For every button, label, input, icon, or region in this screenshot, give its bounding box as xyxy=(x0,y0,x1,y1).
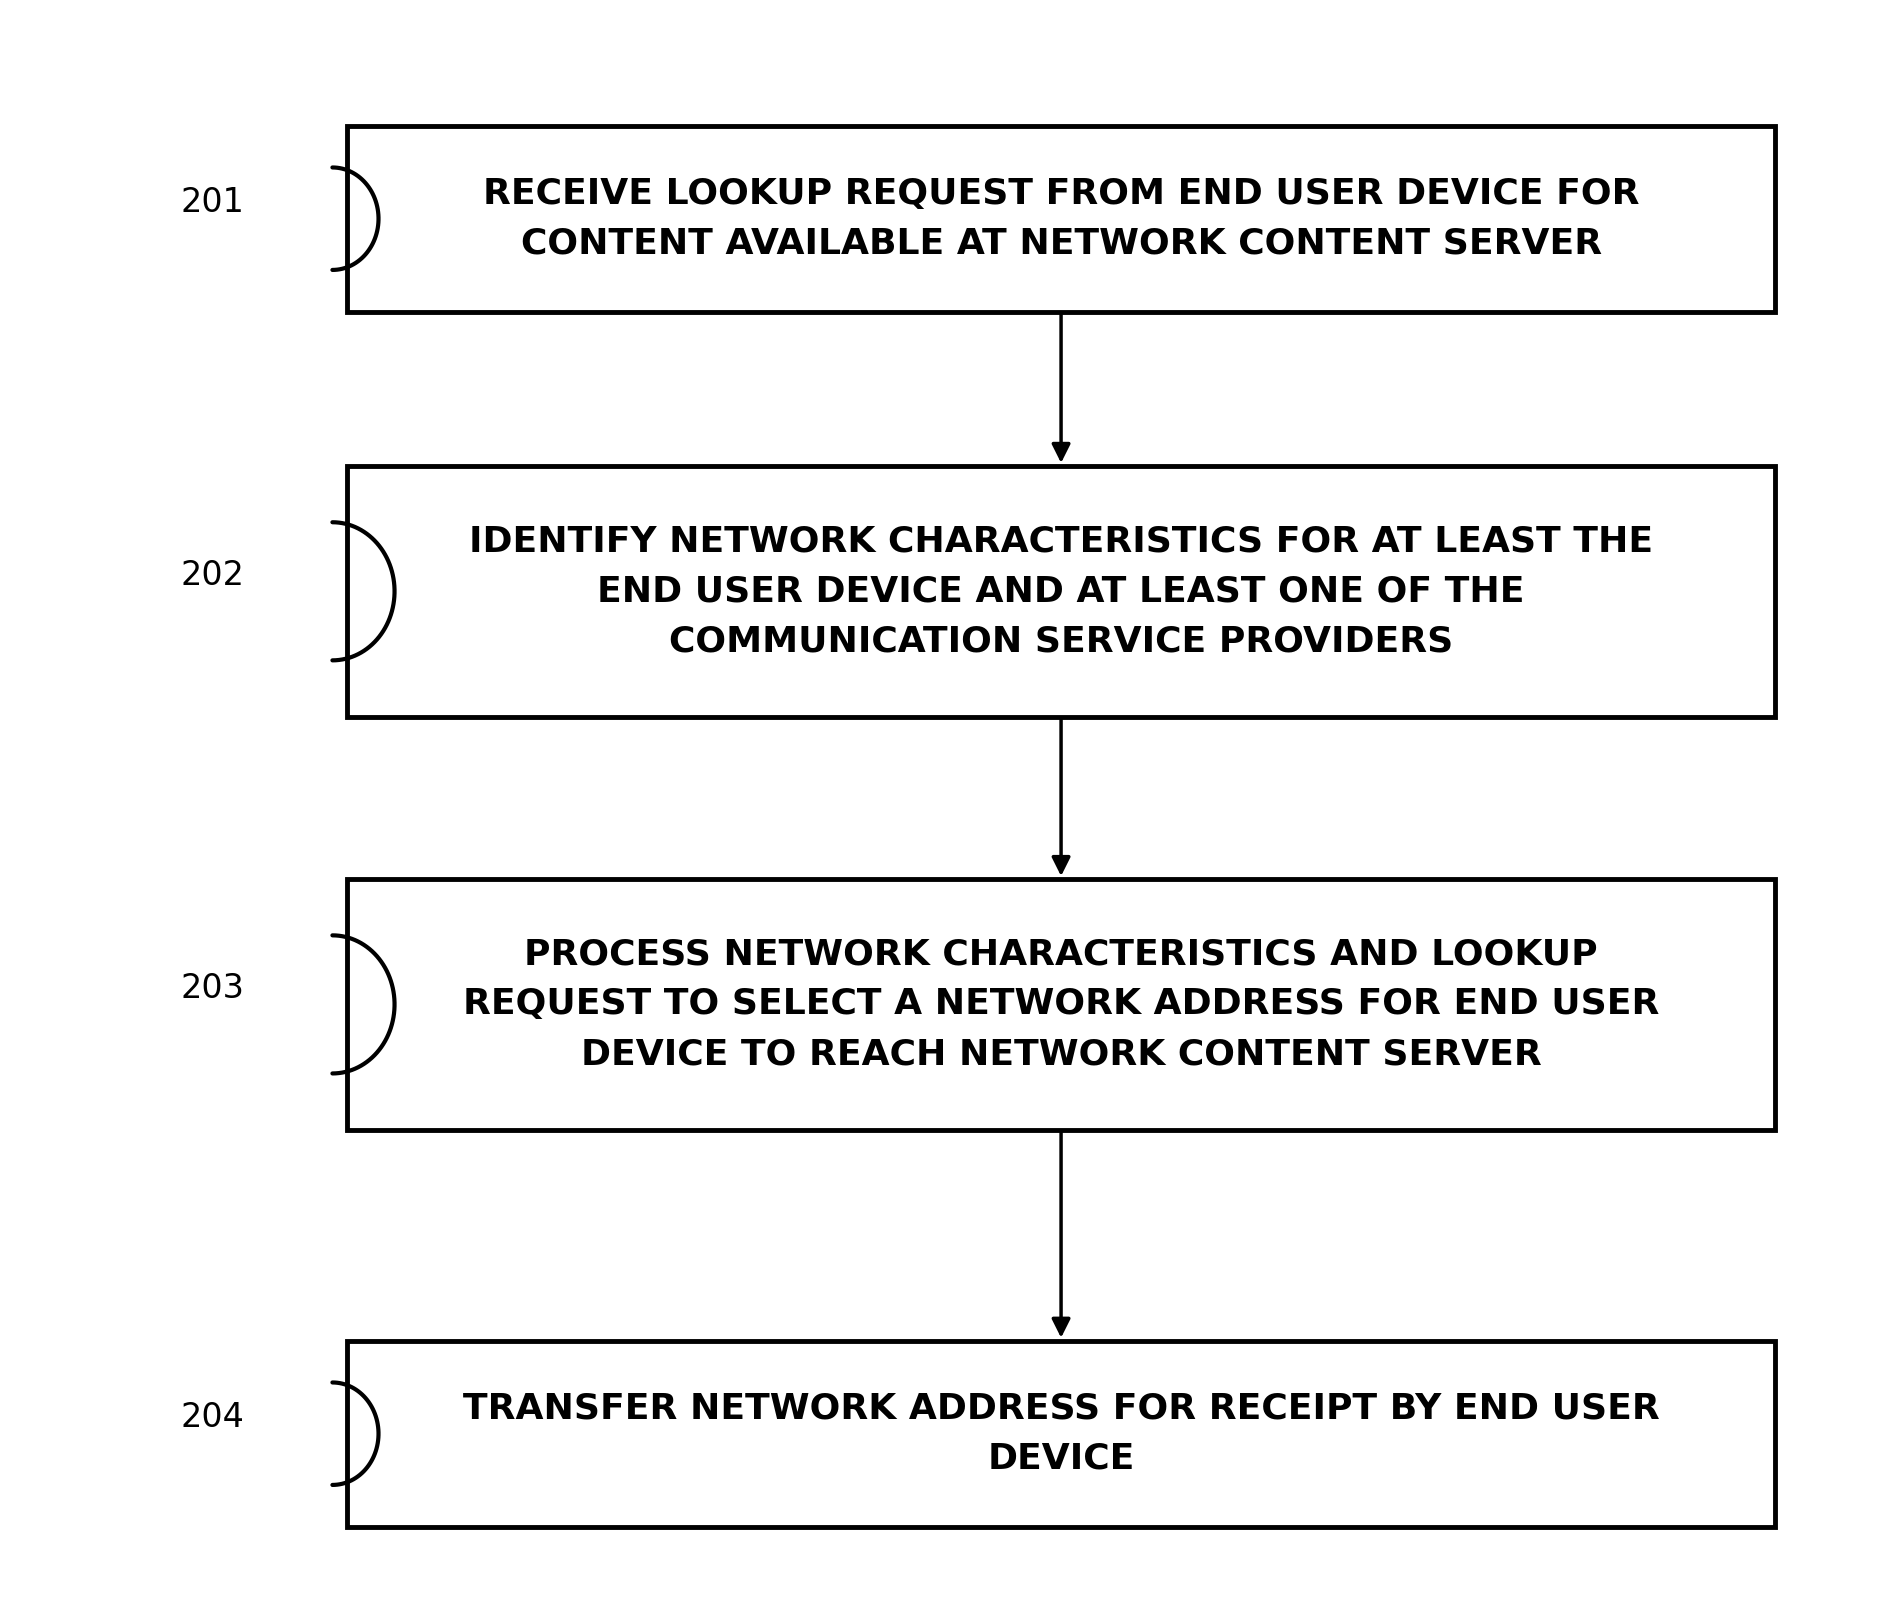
FancyBboxPatch shape xyxy=(347,126,1775,311)
Text: 204: 204 xyxy=(180,1401,244,1434)
Text: RECEIVE LOOKUP REQUEST FROM END USER DEVICE FOR
CONTENT AVAILABLE AT NETWORK CON: RECEIVE LOOKUP REQUEST FROM END USER DEV… xyxy=(483,177,1639,261)
FancyBboxPatch shape xyxy=(347,467,1775,716)
FancyBboxPatch shape xyxy=(347,1341,1775,1526)
Text: TRANSFER NETWORK ADDRESS FOR RECEIPT BY END USER
DEVICE: TRANSFER NETWORK ADDRESS FOR RECEIPT BY … xyxy=(462,1392,1660,1476)
Text: PROCESS NETWORK CHARACTERISTICS AND LOOKUP
REQUEST TO SELECT A NETWORK ADDRESS F: PROCESS NETWORK CHARACTERISTICS AND LOOK… xyxy=(462,938,1660,1071)
Text: IDENTIFY NETWORK CHARACTERISTICS FOR AT LEAST THE
END USER DEVICE AND AT LEAST O: IDENTIFY NETWORK CHARACTERISTICS FOR AT … xyxy=(470,525,1653,658)
Text: 201: 201 xyxy=(180,186,244,219)
Text: 202: 202 xyxy=(180,559,244,591)
Text: 203: 203 xyxy=(180,972,244,1004)
FancyBboxPatch shape xyxy=(347,878,1775,1131)
